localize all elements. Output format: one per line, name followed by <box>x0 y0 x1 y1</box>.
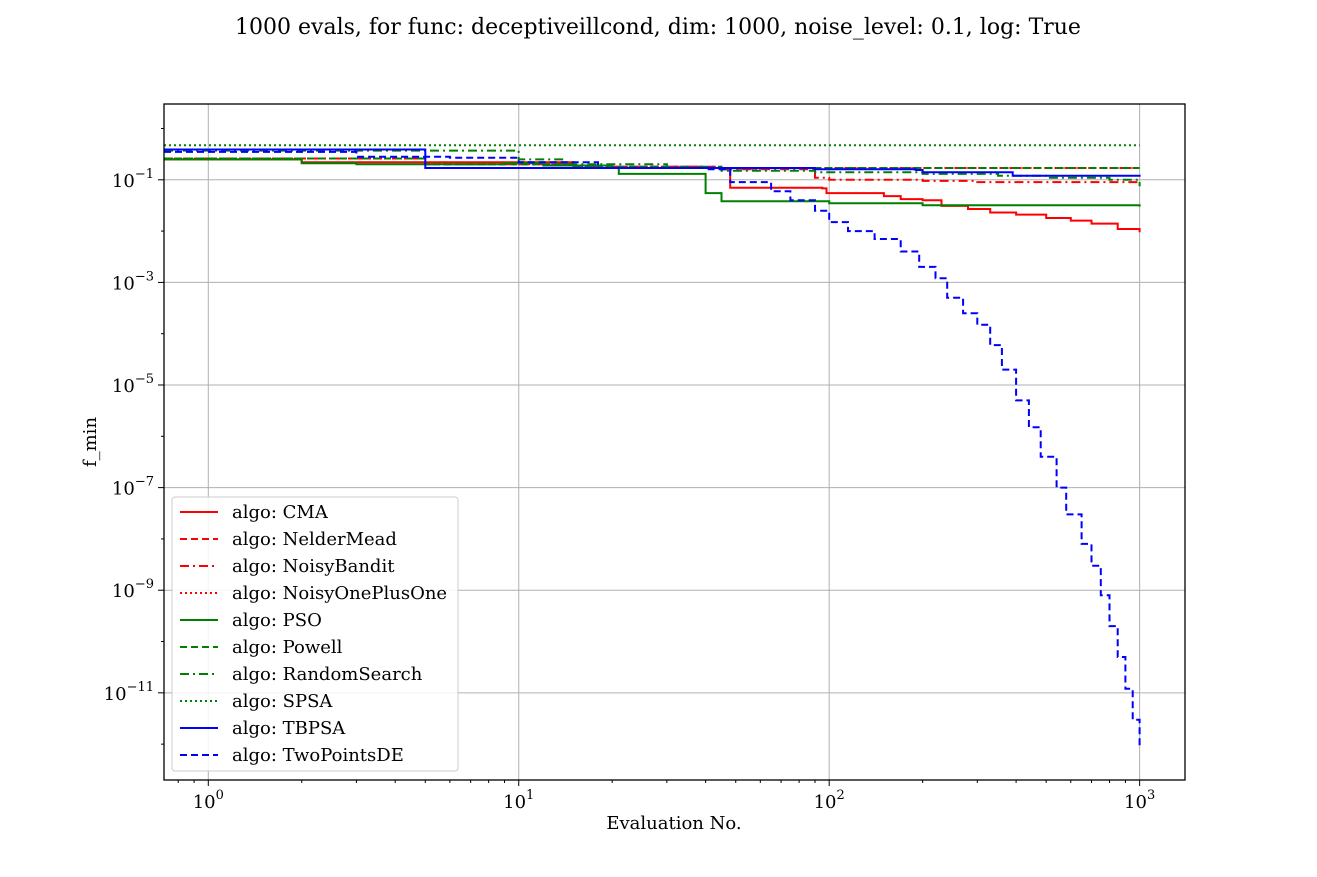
series-line-randomsearch <box>164 149 1141 187</box>
x-tick-label-base: 10 <box>193 792 216 813</box>
y-tick-label-base: 10 <box>112 273 135 294</box>
legend-label: algo: SPSA <box>232 691 333 712</box>
x-tick-label-base: 10 <box>814 792 837 813</box>
y-tick-label: 10−7 <box>112 475 154 500</box>
legend-label: algo: NoisyOnePlusOne <box>232 583 447 604</box>
x-tick-label-base: 10 <box>1124 792 1147 813</box>
plot-area <box>164 144 1141 750</box>
y-tick-label-base: 10 <box>112 171 135 192</box>
x-tick-label-exponent: 2 <box>836 788 844 803</box>
x-tick-label-exponent: 0 <box>216 788 224 803</box>
series-line-cma <box>164 158 1141 233</box>
y-tick-label-exponent: −9 <box>135 577 154 592</box>
legend-label: algo: TwoPointsDE <box>232 745 404 766</box>
y-tick-label: 10−11 <box>104 680 154 705</box>
legend-label: algo: NoisyBandit <box>232 556 395 577</box>
x-axis-label: Evaluation No. <box>606 813 741 834</box>
y-tick-label-exponent: −5 <box>135 372 154 387</box>
y-tick-label: 10−5 <box>112 372 154 397</box>
legend-label: algo: PSO <box>232 610 322 631</box>
legend-label: algo: RandomSearch <box>232 664 423 685</box>
x-tick-label: 102 <box>814 788 845 813</box>
series-line-pso <box>164 158 1141 207</box>
x-tick-label: 101 <box>503 788 534 813</box>
legend-label: algo: NelderMead <box>232 529 397 550</box>
x-tick-label-base: 10 <box>503 792 526 813</box>
x-tick-label-exponent: 1 <box>526 788 534 803</box>
y-tick-label: 10−3 <box>112 269 154 294</box>
x-tick-label: 103 <box>1124 788 1155 813</box>
series-line-twopointsde <box>164 150 1141 750</box>
y-tick-label-exponent: −11 <box>127 680 154 695</box>
legend-label: algo: CMA <box>232 502 329 523</box>
y-tick-label-exponent: −3 <box>135 269 154 284</box>
y-axis-label: f_min <box>80 417 101 467</box>
y-tick-label-base: 10 <box>112 479 135 500</box>
chart-title: 1000 evals, for func: deceptiveillcond, … <box>235 15 1081 40</box>
y-tick-label-exponent: −7 <box>135 475 154 490</box>
y-tick-label: 10−1 <box>112 167 154 192</box>
series-line-tbpsa <box>164 148 1141 177</box>
y-tick-label-base: 10 <box>112 376 135 397</box>
y-tick-label-base: 10 <box>112 581 135 602</box>
y-tick-label: 10−9 <box>112 577 154 602</box>
axes-frame <box>163 103 1186 781</box>
legend-label: algo: TBPSA <box>232 718 346 739</box>
y-tick-label-base: 10 <box>104 684 127 705</box>
legend: algo: CMA algo: NelderMead algo: NoisyBand… <box>171 496 459 772</box>
x-tick-label-exponent: 3 <box>1147 788 1155 803</box>
y-tick-label-exponent: −1 <box>135 167 154 182</box>
legend-box <box>171 496 459 772</box>
legend-label: algo: Powell <box>232 637 343 658</box>
x-tick-label: 100 <box>193 788 224 813</box>
